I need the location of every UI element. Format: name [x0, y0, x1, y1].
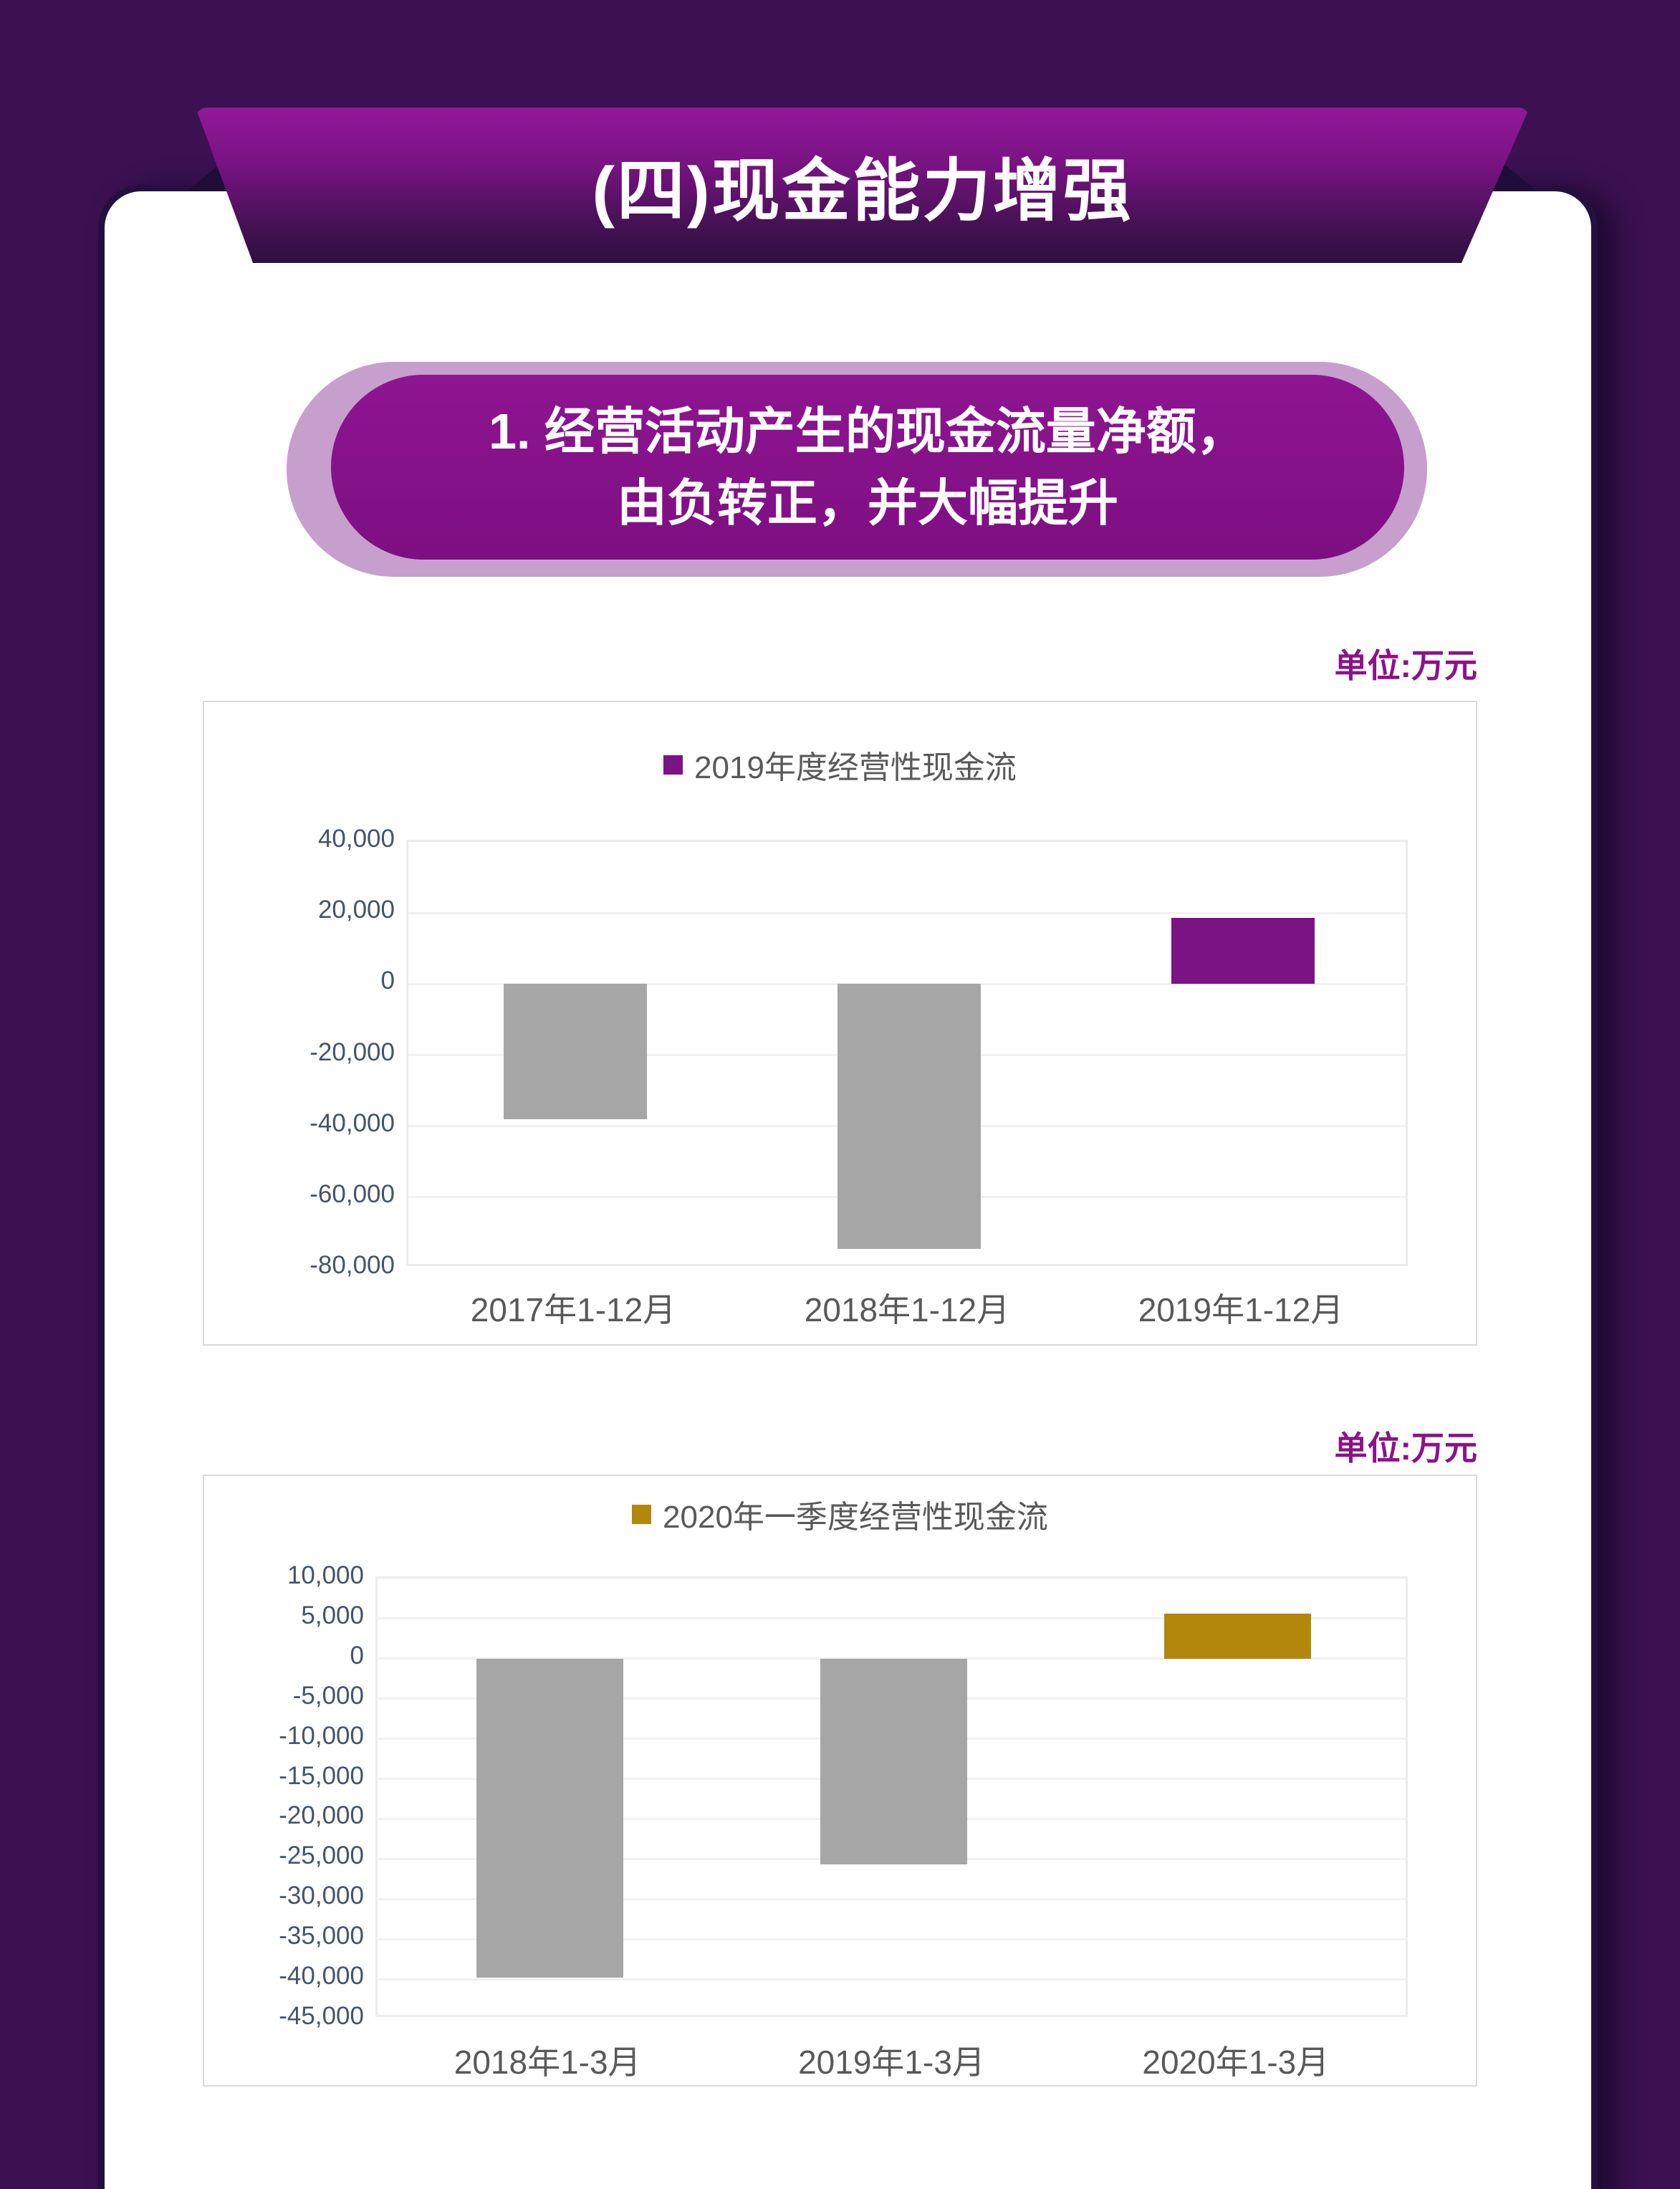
y-axis-tick-label: -20,000 — [279, 1801, 364, 1830]
bar-2019年1-3月 — [820, 1658, 967, 1865]
y-axis-tick-label: -40,000 — [279, 1962, 364, 1991]
y-axis-tick-label: -10,000 — [279, 1721, 364, 1750]
x-axis-category-label: 2019年1-3月 — [798, 2044, 985, 2081]
gridline — [378, 1617, 1406, 1620]
y-axis-tick-label: -80,000 — [309, 1251, 395, 1279]
subtitle-line-2: 由负转正，并大幅提升 — [617, 475, 1118, 531]
plot-area — [375, 1576, 1408, 2017]
chart-legend: 2019年度经营性现金流 — [204, 747, 1476, 785]
legend-swatch-icon — [663, 755, 683, 775]
unit-label-chart-2: 单位:万元 — [1334, 1429, 1477, 1467]
bar-2018年1-3月 — [476, 1658, 623, 1978]
y-axis-tick-label: -30,000 — [279, 1882, 364, 1910]
x-axis-category-label: 2019年1-12月 — [1138, 1291, 1344, 1328]
y-axis-tick-label: -60,000 — [309, 1179, 395, 1208]
bar-2020年1-3月 — [1164, 1614, 1312, 1659]
subtitle-line-1: 1. 经营活动产生的现金流量净额， — [489, 403, 1247, 459]
bar-2017年1-12月 — [504, 984, 647, 1119]
page-title: (四)现金能力增强 — [592, 153, 1133, 229]
x-axis-category-label: 2018年1-3月 — [453, 2044, 641, 2081]
quarterly-cashflow-chart: 2020年一季度经营性现金流 10,000 5,000 0 -5,000 -10,000… — [203, 1475, 1477, 2087]
y-axis-tick-label: 10,000 — [287, 1561, 364, 1589]
gridline — [378, 1978, 1406, 1980]
y-axis-tick-label: 40,000 — [317, 825, 395, 853]
unit-label-chart-1: 单位:万元 — [1334, 647, 1477, 684]
y-axis-tick-label: -15,000 — [279, 1761, 364, 1790]
y-axis-tick-label: -20,000 — [309, 1038, 395, 1066]
subtitle-pill-inner: 1. 经营活动产生的现金流量净额， 由负转正，并大幅提升 — [331, 375, 1404, 560]
bar-2019年1-12月 — [1171, 918, 1315, 985]
y-axis-tick-label: 5,000 — [301, 1601, 364, 1629]
y-axis-tick-label: -25,000 — [279, 1841, 364, 1870]
subtitle-pill: 1. 经营活动产生的现金流量净额， 由负转正，并大幅提升 — [287, 362, 1427, 577]
section-banner: (四)现金能力增强 — [196, 107, 1530, 263]
x-axis-category-label: 2020年1-3月 — [1142, 2044, 1330, 2081]
chart-legend: 2020年一季度经营性现金流 — [204, 1496, 1476, 1535]
x-axis-category-label: 2017年1-12月 — [470, 1291, 676, 1328]
y-axis-tick-label: -5,000 — [292, 1681, 364, 1710]
bar-2018年1-12月 — [837, 984, 981, 1249]
y-axis-tick-label: -45,000 — [279, 2002, 364, 2030]
annual-cashflow-chart: 2019年度经营性现金流 40,000 20,000 0 -20,000 -40,000… — [203, 701, 1477, 1346]
y-axis-tick-label: -40,000 — [309, 1108, 395, 1137]
y-axis-tick-label: 20,000 — [317, 896, 395, 924]
x-axis-category-label: 2018年1-12月 — [804, 1291, 1010, 1328]
legend-swatch-icon — [632, 1504, 652, 1524]
y-axis-tick-label: -35,000 — [279, 1922, 364, 1950]
gridline — [378, 1937, 1406, 1940]
y-axis-tick-label: 0 — [350, 1641, 364, 1670]
gridline — [408, 911, 1406, 914]
legend-label: 2020年一季度经营性现金流 — [663, 1500, 1048, 1535]
plot-area — [406, 840, 1408, 1266]
y-axis-tick-label: 0 — [380, 967, 395, 995]
gridline — [378, 1897, 1406, 1900]
legend-label: 2019年度经营性现金流 — [694, 750, 1017, 785]
